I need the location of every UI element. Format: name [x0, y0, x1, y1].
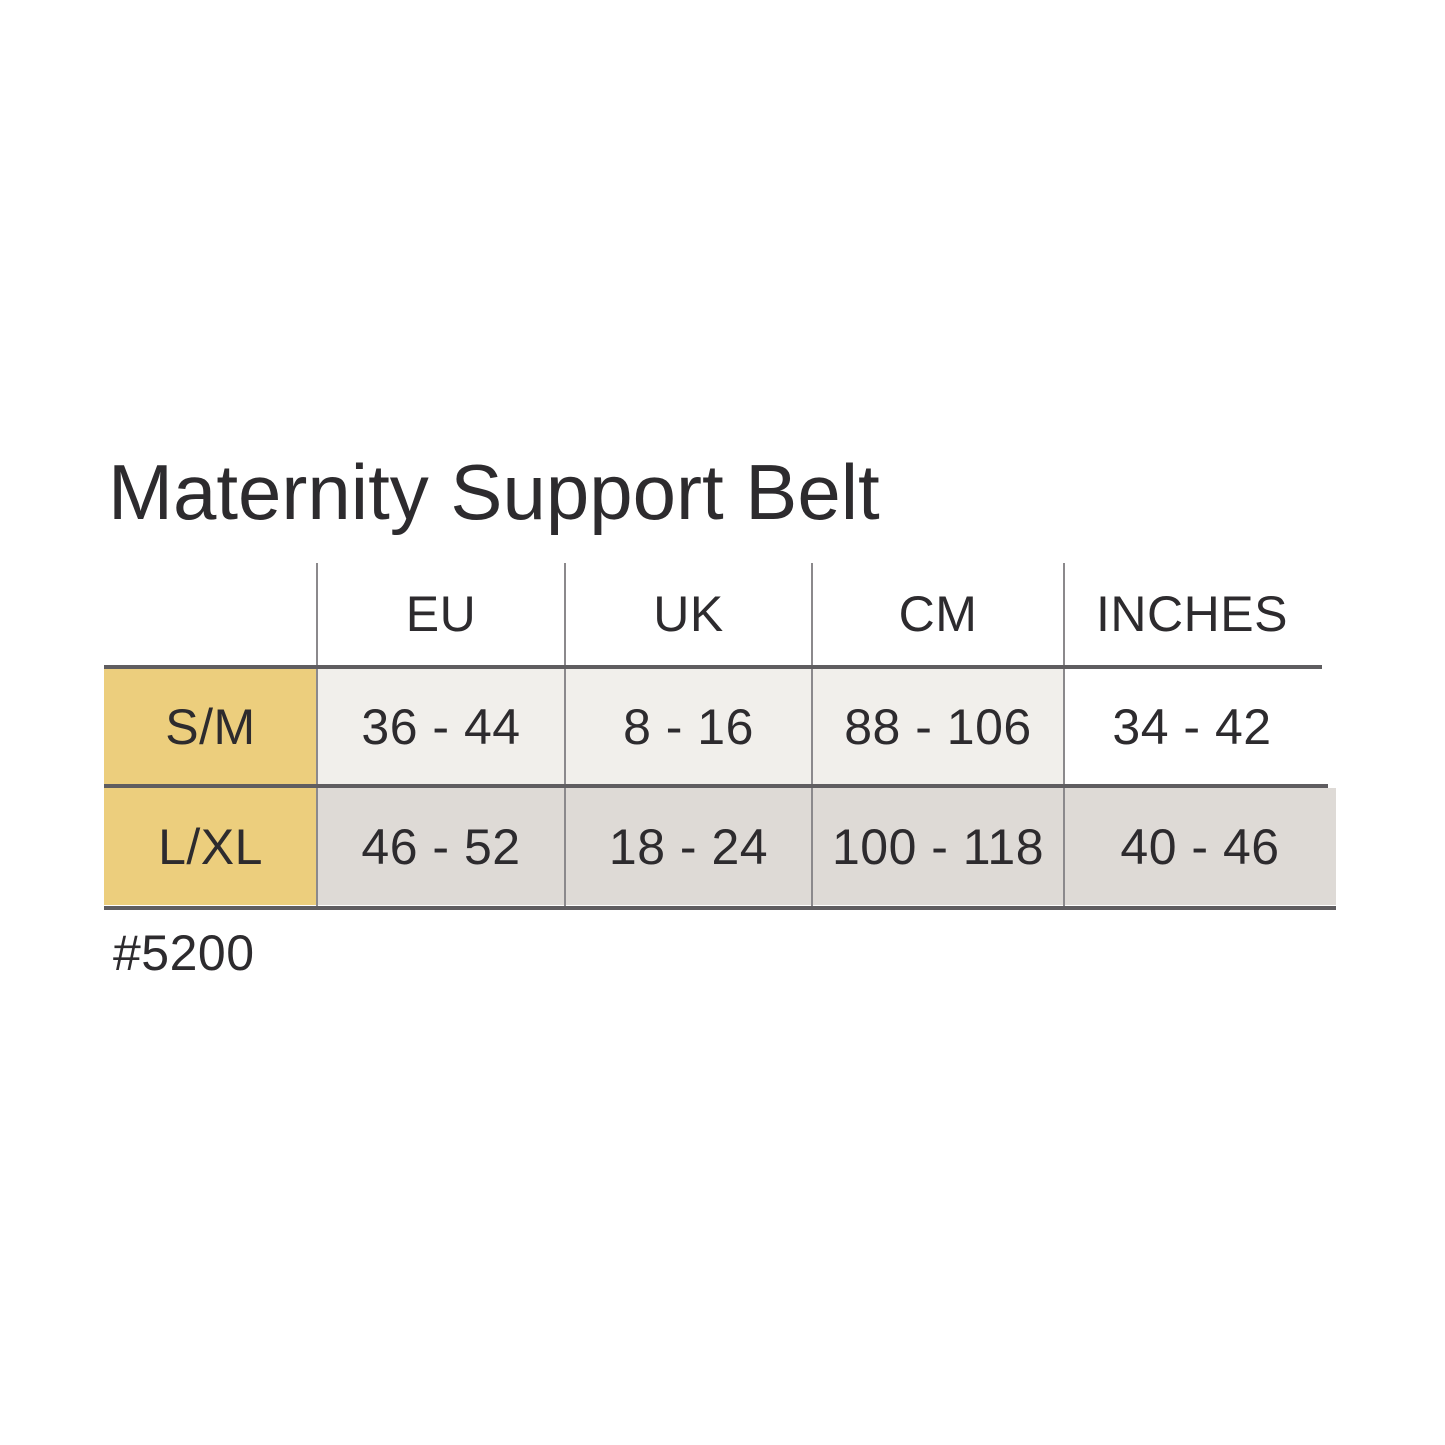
column-divider — [1063, 563, 1065, 910]
value-cell: 34 - 42 — [1112, 698, 1272, 755]
size-label-cell: L/XL — [104, 788, 317, 905]
row-rule-top — [104, 665, 1322, 669]
value-cell: 88 - 106 — [812, 669, 1064, 784]
value-cell: 36 - 44 — [317, 669, 565, 784]
column-header-uk: UK — [653, 586, 724, 642]
value-cell: 100 - 118 — [812, 788, 1064, 905]
value-cell: 18 - 24 — [565, 788, 812, 905]
column-header-cm: CM — [898, 586, 978, 642]
value-cell: 40 - 46 — [1064, 788, 1336, 905]
column-divider — [564, 563, 566, 910]
row-rule-bottom — [104, 906, 1336, 910]
column-header-eu: EU — [405, 586, 477, 642]
column-divider — [811, 563, 813, 910]
row-rule-middle — [104, 784, 1328, 788]
size-label-cell: S/M — [104, 669, 317, 784]
product-title: Maternity Support Belt — [108, 448, 880, 536]
column-header-inches: INCHES — [1096, 586, 1288, 642]
value-cell: 46 - 52 — [317, 788, 565, 905]
product-code: #5200 — [113, 925, 255, 981]
value-cell: 8 - 16 — [565, 669, 812, 784]
column-divider — [316, 563, 318, 910]
